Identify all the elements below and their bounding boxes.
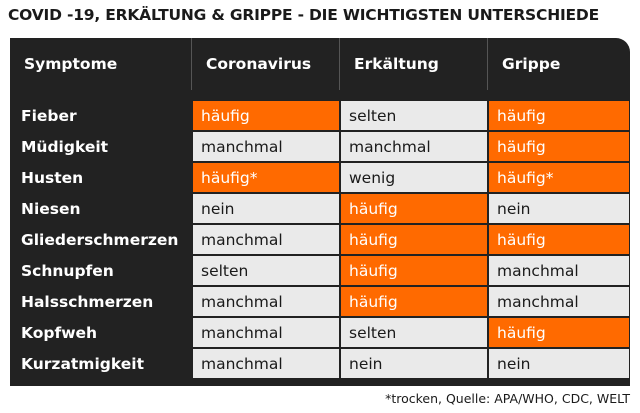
grippe-cell: häufig* [488, 162, 630, 193]
erkaeltung-cell: manchmal [340, 131, 488, 162]
table-row: Kopfweh manchmal selten häufig [10, 317, 630, 348]
erkaeltung-cell: selten [340, 100, 488, 131]
grippe-cell: häufig [488, 131, 630, 162]
header-coronavirus: Coronavirus [192, 38, 340, 90]
grippe-cell: häufig [488, 224, 630, 255]
symptom-cell: Kurzatmigkeit [10, 348, 192, 379]
coronavirus-cell: manchmal [192, 224, 340, 255]
coronavirus-cell: manchmal [192, 348, 340, 379]
grippe-cell: manchmal [488, 255, 630, 286]
erkaeltung-cell: häufig [340, 193, 488, 224]
symptom-cell: Gliederschmerzen [10, 224, 192, 255]
coronavirus-cell: häufig* [192, 162, 340, 193]
grippe-cell: nein [488, 348, 630, 379]
coronavirus-cell: häufig [192, 100, 340, 131]
table-row: Halsschmerzen manchmal häufig manchmal [10, 286, 630, 317]
erkaeltung-cell: wenig [340, 162, 488, 193]
table-header: Symptome Coronavirus Erkältung Grippe [10, 38, 630, 90]
symptom-cell: Halsschmerzen [10, 286, 192, 317]
page-title: COVID -19, ERKÄLTUNG & GRIPPE - DIE WICH… [8, 6, 599, 24]
erkaeltung-cell: selten [340, 317, 488, 348]
grippe-cell: häufig [488, 100, 630, 131]
coronavirus-cell: manchmal [192, 317, 340, 348]
table-row: Fieber häufig selten häufig [10, 100, 630, 131]
source-footnote: *trocken, Quelle: APA/WHO, CDC, WELT [385, 391, 630, 406]
grippe-cell: manchmal [488, 286, 630, 317]
erkaeltung-cell: häufig [340, 255, 488, 286]
coronavirus-cell: manchmal [192, 131, 340, 162]
erkaeltung-cell: häufig [340, 224, 488, 255]
header-grippe: Grippe [502, 55, 561, 73]
table-row: Schnupfen selten häufig manchmal [10, 255, 630, 286]
symptom-cell: Niesen [10, 193, 192, 224]
table-row: Gliederschmerzen manchmal häufig häufig [10, 224, 630, 255]
erkaeltung-cell: nein [340, 348, 488, 379]
header-symptom: Symptome [10, 38, 192, 90]
grippe-cell: häufig [488, 317, 630, 348]
table-body: Fieber häufig selten häufig Müdigkeit ma… [10, 100, 630, 379]
symptom-cell: Schnupfen [10, 255, 192, 286]
coronavirus-cell: nein [192, 193, 340, 224]
symptom-cell: Fieber [10, 100, 192, 131]
coronavirus-cell: manchmal [192, 286, 340, 317]
symptom-cell: Kopfweh [10, 317, 192, 348]
table-row: Niesen nein häufig nein [10, 193, 630, 224]
erkaeltung-cell: häufig [340, 286, 488, 317]
symptom-cell: Müdigkeit [10, 131, 192, 162]
table-row: Müdigkeit manchmal manchmal häufig [10, 131, 630, 162]
grippe-cell: nein [488, 193, 630, 224]
symptom-cell: Husten [10, 162, 192, 193]
coronavirus-cell: selten [192, 255, 340, 286]
table-row: Husten häufig* wenig häufig* [10, 162, 630, 193]
table-row: Kurzatmigkeit manchmal nein nein [10, 348, 630, 379]
header-erkaeltung: Erkältung [340, 38, 488, 90]
